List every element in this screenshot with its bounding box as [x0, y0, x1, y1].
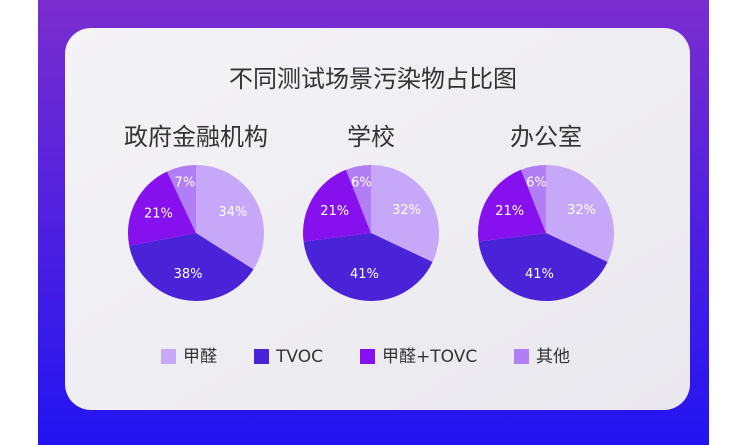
pie-slice: [345, 165, 371, 233]
pie-slice: [478, 233, 608, 302]
data-label: 32%: [567, 203, 596, 218]
pie-title: 学校: [347, 123, 395, 151]
legend-label: TVOC: [275, 347, 323, 367]
data-label: 7%: [175, 176, 196, 191]
legend-swatch: [514, 349, 529, 364]
pie-slice: [546, 165, 614, 262]
pie-slice: [520, 165, 546, 233]
pie-slice: [477, 169, 546, 242]
data-label: 41%: [525, 267, 554, 282]
data-label: 21%: [144, 206, 173, 221]
data-label: 6%: [351, 175, 372, 190]
pie-slice: [129, 233, 254, 301]
legend-label: 其他: [536, 347, 570, 367]
pie-slice: [128, 171, 196, 246]
data-label: 21%: [495, 204, 524, 219]
data-label: 34%: [218, 205, 247, 220]
legend-swatch: [254, 349, 269, 364]
legend-label: 甲醛: [183, 347, 217, 367]
legend-swatch: [360, 349, 375, 364]
data-label: 38%: [174, 267, 203, 282]
pie-slice: [167, 165, 196, 233]
chart-title: 不同测试场景污染物占比图: [229, 65, 517, 93]
data-label: 41%: [350, 267, 379, 282]
pie-slice: [196, 165, 264, 270]
pie-slice: [371, 165, 439, 262]
pie-slice: [303, 233, 433, 301]
pie-title: 政府金融机构: [124, 123, 268, 151]
legend-swatch: [161, 349, 176, 364]
legend-label: 甲醛+TOVC: [382, 347, 477, 367]
data-label: 6%: [526, 175, 547, 190]
pie-slice: [303, 169, 371, 242]
pie-title: 办公室: [510, 123, 582, 151]
data-label: 32%: [392, 203, 421, 218]
data-label: 21%: [320, 204, 349, 219]
